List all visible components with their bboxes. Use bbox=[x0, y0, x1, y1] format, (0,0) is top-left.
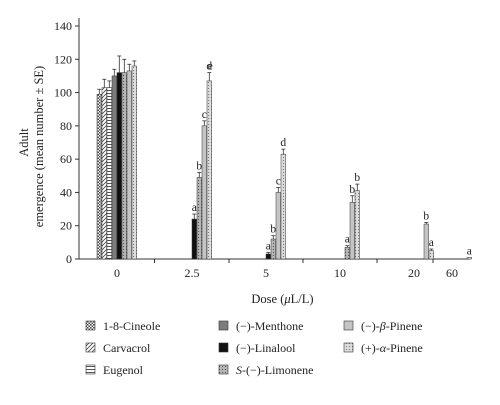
significance-letter: b bbox=[423, 210, 429, 222]
legend-swatch bbox=[218, 342, 229, 353]
x-tick-label: 10 bbox=[334, 266, 346, 280]
significance-letter: a bbox=[467, 245, 472, 257]
significance-letter: b bbox=[354, 172, 360, 184]
bar bbox=[131, 65, 137, 260]
significance-letter: d bbox=[280, 137, 286, 149]
significance-letter: b bbox=[270, 224, 276, 236]
legend-label: Eugenol bbox=[103, 363, 144, 377]
significance-letter: a bbox=[266, 240, 271, 252]
legend-label-part: (+)- bbox=[361, 341, 380, 355]
x-tick-label: 2.5 bbox=[185, 266, 200, 280]
bar bbox=[280, 153, 286, 260]
bar bbox=[275, 192, 281, 260]
legend-swatch bbox=[218, 364, 229, 375]
legend-label-part: Carvacrol bbox=[103, 341, 151, 355]
legend-label: 1-8-Cineole bbox=[103, 319, 160, 333]
bar bbox=[270, 238, 276, 260]
legend-swatch bbox=[343, 320, 354, 331]
legend-label-part: α bbox=[380, 341, 387, 355]
legend-label-part: -(−)-Limonene bbox=[242, 363, 313, 377]
legend-label: S-(−)-Limonene bbox=[236, 363, 313, 377]
significance-letter: b bbox=[196, 160, 202, 172]
bar bbox=[101, 87, 107, 260]
y-tick-label: 140 bbox=[54, 19, 72, 33]
legend-swatch bbox=[85, 342, 96, 353]
x-tick-label: 0 bbox=[114, 266, 120, 280]
x-axis-title-part: L/L) bbox=[291, 292, 314, 306]
legend-swatch bbox=[85, 364, 96, 375]
bar bbox=[191, 218, 197, 260]
bar bbox=[116, 72, 122, 260]
bar bbox=[121, 72, 127, 260]
significance-letter: c bbox=[202, 109, 207, 121]
bar bbox=[206, 80, 212, 260]
x-tick-label: 20 bbox=[408, 266, 420, 280]
x-axis-title: Dose (μL/L) bbox=[251, 292, 313, 306]
legend-label-part: -Pinene bbox=[386, 319, 423, 333]
bar bbox=[349, 202, 355, 260]
y-tick-label: 0 bbox=[66, 252, 72, 266]
y-tick-label: 40 bbox=[60, 185, 72, 199]
y-axis-title-line1: Adult bbox=[17, 128, 31, 157]
legend-swatch bbox=[85, 320, 96, 331]
legend-label: (−)-β-Pinene bbox=[361, 319, 422, 333]
significance-letter: c bbox=[276, 175, 281, 187]
y-tick-label: 100 bbox=[54, 86, 72, 100]
bar bbox=[126, 70, 132, 260]
bar bbox=[344, 247, 350, 260]
bar bbox=[111, 75, 117, 260]
significance-letter: d bbox=[206, 61, 212, 73]
bar bbox=[96, 93, 102, 260]
legend-label: Carvacrol bbox=[103, 341, 151, 355]
legend-label-part: (−)- bbox=[361, 319, 380, 333]
x-axis-title-part: μ bbox=[283, 292, 290, 306]
bar bbox=[106, 87, 112, 260]
legend-label-part: S bbox=[236, 363, 242, 377]
legend: 1-8-Cineole Carvacrol Eugenol (−)-Menthone (… bbox=[85, 319, 423, 377]
legend-swatch bbox=[343, 342, 354, 353]
bar bbox=[354, 190, 360, 260]
y-axis-title-line2: emergence (mean number ± SE) bbox=[32, 66, 46, 227]
bar bbox=[466, 257, 472, 260]
legend-label-part: (−)-Menthone bbox=[236, 319, 303, 333]
legend-label: (−)-Menthone bbox=[236, 319, 303, 333]
bar bbox=[196, 177, 202, 260]
y-tick-label: 20 bbox=[60, 219, 72, 233]
legend-label-part: (−)-Linalool bbox=[236, 341, 296, 355]
y-tick-label: 120 bbox=[54, 52, 72, 66]
y-tick-label: 60 bbox=[60, 152, 72, 166]
legend-label-part: β bbox=[379, 319, 386, 333]
bar bbox=[265, 253, 271, 260]
significance-letter: a bbox=[429, 237, 434, 249]
bar bbox=[428, 250, 434, 260]
legend-label: (+)-α-Pinene bbox=[361, 341, 423, 355]
significance-letter: a bbox=[345, 234, 350, 246]
bar bbox=[201, 125, 207, 260]
x-axis-title-part: Dose ( bbox=[251, 292, 284, 306]
x-tick-label: 5 bbox=[263, 266, 269, 280]
significance-letter: a bbox=[192, 202, 197, 214]
y-tick-label: 80 bbox=[60, 119, 72, 133]
legend-label: (−)-Linalool bbox=[236, 341, 296, 355]
legend-label-part: -Pinene bbox=[386, 341, 423, 355]
legend-swatch bbox=[218, 320, 229, 331]
significance-letter: b bbox=[349, 184, 355, 196]
x-tick-label: 60 bbox=[446, 266, 458, 280]
significance-letter: e bbox=[208, 61, 213, 73]
legend-label-part: 1-8-Cineole bbox=[103, 319, 160, 333]
legend-label-part: Eugenol bbox=[103, 363, 144, 377]
